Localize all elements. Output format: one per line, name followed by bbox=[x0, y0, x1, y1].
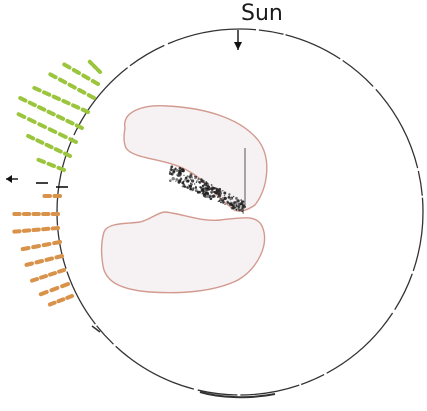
particle-dot bbox=[191, 183, 193, 185]
field-lines-green bbox=[19, 62, 100, 170]
particle-dot bbox=[195, 186, 197, 188]
particle-dot bbox=[211, 184, 213, 186]
particle-dot bbox=[197, 178, 199, 180]
particle-dot bbox=[219, 188, 221, 190]
particle-dot bbox=[179, 167, 182, 170]
particle-dot bbox=[189, 185, 192, 188]
particle-dot bbox=[230, 197, 233, 200]
lower-lobe bbox=[102, 212, 265, 293]
field-lines-orange bbox=[14, 196, 72, 305]
particle-dot bbox=[192, 187, 194, 189]
particle-dot bbox=[183, 175, 184, 176]
particle-dot bbox=[191, 190, 192, 191]
boundary-ticks bbox=[36, 183, 100, 332]
particle-dot bbox=[218, 201, 219, 202]
particle-dot bbox=[181, 168, 184, 171]
particle-dot bbox=[228, 196, 231, 199]
particle-dot bbox=[226, 201, 228, 203]
particle-dot bbox=[200, 178, 202, 180]
particle-dot bbox=[196, 180, 198, 182]
particle-dot bbox=[172, 177, 175, 180]
particle-dot bbox=[228, 193, 230, 195]
particle-dot bbox=[179, 173, 182, 176]
green-field-line bbox=[39, 160, 65, 170]
particle-dot bbox=[178, 181, 181, 184]
arrow-down-icon bbox=[234, 30, 242, 50]
particle-dot bbox=[212, 187, 215, 190]
particle-dot bbox=[169, 172, 172, 175]
particle-dot bbox=[222, 197, 223, 198]
particle-dot bbox=[236, 199, 239, 202]
particle-dot bbox=[186, 179, 189, 182]
particle-dot bbox=[224, 197, 227, 200]
orange-field-line bbox=[23, 242, 60, 249]
particle-dot bbox=[192, 177, 193, 178]
particle-dot bbox=[232, 206, 235, 209]
particle-dot bbox=[201, 193, 203, 195]
particle-dot bbox=[195, 189, 198, 192]
particle-dot bbox=[242, 212, 244, 214]
particle-dot bbox=[175, 167, 177, 169]
particle-dot bbox=[188, 184, 189, 185]
particle-dot bbox=[184, 185, 187, 188]
particle-dot bbox=[195, 176, 197, 178]
particle-dot bbox=[175, 181, 176, 182]
orange-field-line bbox=[41, 284, 68, 294]
particle-dot bbox=[221, 200, 223, 202]
particle-dot bbox=[181, 179, 182, 180]
particle-dot bbox=[175, 178, 178, 181]
particle-dot bbox=[178, 170, 181, 173]
particle-dot bbox=[169, 179, 172, 182]
particle-dot bbox=[241, 201, 243, 203]
sun-label: Sun bbox=[241, 3, 283, 25]
particle-dot bbox=[217, 190, 220, 193]
outer-boundary-circle bbox=[57, 29, 423, 395]
particle-dot bbox=[191, 179, 194, 182]
particle-dot bbox=[194, 183, 195, 184]
orange-field-line bbox=[50, 296, 72, 305]
particle-dot bbox=[171, 169, 173, 171]
particle-dot bbox=[189, 188, 191, 190]
particle-dot bbox=[217, 196, 219, 198]
particle-dot bbox=[203, 194, 206, 197]
particle-dot bbox=[213, 195, 216, 198]
orange-field-line bbox=[32, 270, 64, 281]
orange-field-line bbox=[14, 228, 58, 232]
particle-dot bbox=[205, 182, 207, 184]
particle-dot bbox=[235, 209, 237, 211]
particle-dot bbox=[204, 184, 206, 186]
green-field-line bbox=[20, 98, 82, 128]
particle-dot bbox=[240, 203, 243, 206]
arrow-left-icon bbox=[6, 175, 18, 183]
green-field-line bbox=[19, 114, 76, 142]
particle-dot bbox=[224, 204, 225, 205]
particle-dot bbox=[201, 189, 204, 192]
particle-dot bbox=[241, 207, 243, 209]
green-field-line bbox=[28, 136, 70, 156]
particle-dot bbox=[237, 207, 239, 209]
particle-dot bbox=[210, 191, 213, 194]
particle-dot bbox=[213, 192, 214, 193]
particle-dot bbox=[186, 187, 188, 189]
particle-dot bbox=[235, 198, 236, 199]
particle-dot bbox=[236, 203, 238, 205]
particle-dot bbox=[224, 195, 225, 196]
particle-dot bbox=[186, 177, 188, 179]
particle-dot bbox=[223, 192, 226, 195]
particle-dot bbox=[209, 196, 211, 198]
particle-dot bbox=[175, 169, 177, 171]
particle-dot bbox=[189, 175, 192, 178]
particle-dot bbox=[199, 186, 201, 188]
orange-field-line bbox=[27, 256, 63, 265]
particle-dot bbox=[198, 191, 201, 194]
particle-dot bbox=[222, 190, 223, 191]
particle-dot bbox=[233, 201, 236, 204]
green-field-line bbox=[90, 62, 100, 72]
particle-dot bbox=[233, 196, 234, 197]
particle-dot bbox=[205, 190, 207, 192]
particle-dot bbox=[229, 203, 232, 206]
particle-dot bbox=[203, 188, 204, 189]
